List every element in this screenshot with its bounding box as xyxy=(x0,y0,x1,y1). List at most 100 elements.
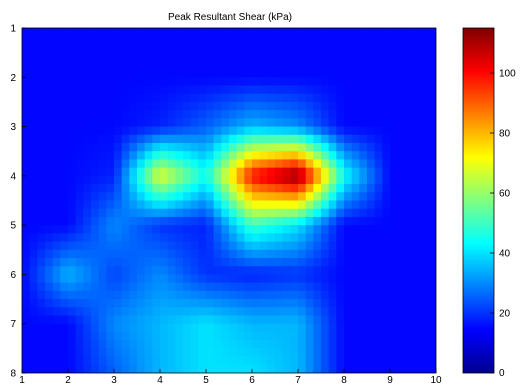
heatmap-cell xyxy=(397,159,406,169)
heatmap-cell xyxy=(413,28,422,37)
heatmap-cell xyxy=(367,323,376,333)
heatmap-cell xyxy=(229,331,238,341)
heatmap-cell xyxy=(129,331,138,341)
heatmap-cell xyxy=(98,208,107,218)
heatmap-cell xyxy=(60,225,69,234)
heatmap-cell xyxy=(29,167,38,177)
heatmap-cell xyxy=(405,126,414,136)
heatmap-cell xyxy=(305,85,314,95)
heatmap-cell xyxy=(129,85,138,95)
heatmap-cell xyxy=(275,331,284,341)
heatmap-cell xyxy=(206,60,215,70)
heatmap-cell xyxy=(183,134,192,144)
heatmap-cell xyxy=(129,258,138,267)
heatmap-cell xyxy=(382,60,391,70)
heatmap-cell xyxy=(60,118,69,128)
heatmap-cell xyxy=(129,216,138,226)
heatmap-cell xyxy=(183,175,192,185)
heatmap-cell xyxy=(328,143,337,152)
heatmap-cell xyxy=(267,60,276,70)
heatmap-cell xyxy=(282,200,291,210)
heatmap-cell xyxy=(152,282,161,292)
heatmap-cell xyxy=(152,323,161,333)
heatmap-cell xyxy=(68,282,77,292)
heatmap-cell xyxy=(221,28,230,37)
heatmap-cell xyxy=(282,167,291,177)
heatmap-cell xyxy=(206,258,215,267)
heatmap-cell xyxy=(428,216,436,226)
heatmap-cell xyxy=(137,192,146,202)
heatmap-cell xyxy=(351,225,360,234)
heatmap-cell xyxy=(68,216,77,226)
heatmap-cell xyxy=(75,348,84,358)
heatmap-cell xyxy=(52,192,61,202)
heatmap-cell xyxy=(328,110,337,119)
heatmap-cell xyxy=(244,28,253,37)
heatmap-cell xyxy=(298,167,307,177)
heatmap-cell xyxy=(190,225,199,234)
heatmap-cell xyxy=(382,274,391,284)
heatmap-cell xyxy=(282,36,291,46)
heatmap-cell xyxy=(344,274,353,284)
heatmap-cell xyxy=(183,348,192,358)
heatmap-cell xyxy=(221,159,230,169)
heatmap-cell xyxy=(160,159,169,169)
heatmap-cell xyxy=(229,307,238,317)
heatmap-cell xyxy=(37,134,46,144)
heatmap-cell xyxy=(190,110,199,119)
heatmap-cell xyxy=(52,159,61,169)
heatmap-cell xyxy=(244,241,253,251)
heatmap-cell xyxy=(236,216,245,226)
heatmap-cell xyxy=(321,364,330,373)
heatmap-cell xyxy=(114,364,123,373)
heatmap-cell xyxy=(160,134,169,144)
heatmap-cell xyxy=(359,151,368,161)
heatmap-cell xyxy=(275,44,284,54)
heatmap-cell xyxy=(68,315,77,325)
heatmap-cell xyxy=(75,110,84,119)
heatmap-cell xyxy=(413,249,422,259)
heatmap-cell xyxy=(282,233,291,243)
heatmap-cell xyxy=(114,356,123,366)
heatmap-cell xyxy=(328,118,337,128)
heatmap-cell xyxy=(428,134,436,144)
heatmap-cell xyxy=(83,282,92,292)
heatmap-cell xyxy=(160,192,169,202)
heatmap-cell xyxy=(390,307,399,317)
heatmap-cell xyxy=(83,93,92,103)
heatmap-cell xyxy=(175,233,184,243)
heatmap-cell xyxy=(83,167,92,177)
heatmap-cell xyxy=(405,28,414,37)
heatmap-cell xyxy=(160,364,169,373)
heatmap-cell xyxy=(321,93,330,103)
heatmap-cell xyxy=(405,200,414,210)
heatmap-cell xyxy=(374,348,383,358)
heatmap-cell xyxy=(397,44,406,54)
heatmap-cell xyxy=(275,118,284,128)
heatmap-cell xyxy=(351,101,360,111)
heatmap-cell xyxy=(160,28,169,37)
heatmap-cell xyxy=(22,225,31,234)
heatmap-cell xyxy=(60,44,69,54)
heatmap-cell xyxy=(190,60,199,70)
heatmap-cell xyxy=(428,28,436,37)
heatmap-cell xyxy=(244,77,253,87)
heatmap-cell xyxy=(305,69,314,78)
heatmap-cell xyxy=(298,323,307,333)
heatmap-cell xyxy=(420,225,429,234)
heatmap-cell xyxy=(175,134,184,144)
heatmap-cell xyxy=(183,266,192,276)
heatmap-cell xyxy=(344,266,353,276)
heatmap-cell xyxy=(351,192,360,202)
heatmap-cell xyxy=(175,323,184,333)
heatmap-cell xyxy=(259,282,268,292)
heatmap-cell xyxy=(152,69,161,78)
heatmap-cell xyxy=(420,299,429,308)
heatmap-cell xyxy=(420,52,429,62)
heatmap-cell xyxy=(22,290,31,300)
heatmap-cell xyxy=(236,60,245,70)
heatmap-cell xyxy=(382,241,391,251)
heatmap-cell xyxy=(52,101,61,111)
heatmap-cell xyxy=(344,143,353,152)
heatmap-cell xyxy=(183,216,192,226)
